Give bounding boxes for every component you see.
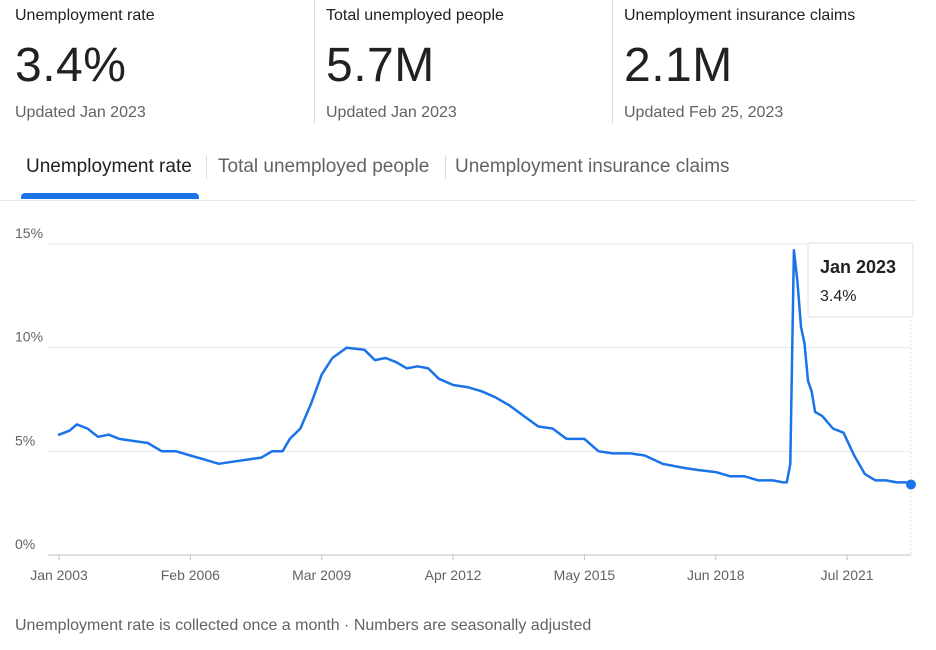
chart-tooltip: Jan 2023 3.4% xyxy=(807,242,914,318)
stat-updated-date: Updated Jan 2023 xyxy=(326,104,457,121)
tooltip-box xyxy=(807,242,914,318)
series-line-unemployment-rate xyxy=(57,248,913,486)
x-tick-label: May 2015 xyxy=(554,567,616,583)
tooltip-date: Jan 2023 xyxy=(820,257,896,277)
tab-divider xyxy=(206,155,207,179)
stat-label: Total unemployed people xyxy=(326,7,504,24)
x-tick-label: Apr 2012 xyxy=(425,567,482,583)
stat-label: Unemployment rate xyxy=(15,7,155,24)
stat-card-insurance-claims[interactable]: Unemployment insurance claims 2.1M Updat… xyxy=(612,0,924,124)
tab-unemployment-insurance-claims[interactable]: Unemployment insurance claims xyxy=(455,156,730,177)
y-tick-label: 10% xyxy=(15,329,43,345)
stat-value: 5.7M xyxy=(326,39,435,92)
tab-divider xyxy=(445,155,446,179)
chart-footnote: Unemployment rate is collected once a mo… xyxy=(15,617,592,634)
stat-card-unemployment-rate[interactable]: Unemployment rate 3.4% Updated Jan 2023 xyxy=(15,0,305,124)
y-tick-label: 0% xyxy=(15,536,35,552)
series-end-point[interactable] xyxy=(906,479,916,490)
tooltip-value: 3.4% xyxy=(820,288,856,305)
x-tick-label: Jul 2021 xyxy=(821,567,874,583)
stats-summary: Unemployment rate 3.4% Updated Jan 2023 … xyxy=(0,0,936,130)
x-tick-label: Jun 2018 xyxy=(687,567,745,583)
chart-area[interactable]: 0% 5% 10% 15% Jan 2003 Feb 2006 Mar 2009 Apr 2… xyxy=(0,225,936,595)
tab-unemployment-rate[interactable]: Unemployment rate xyxy=(26,156,192,177)
x-tick-label: Mar 2009 xyxy=(292,567,351,583)
y-tick-label: 15% xyxy=(15,225,43,241)
chart-tabs: Unemployment rate Total unemployed peopl… xyxy=(0,140,936,202)
stat-card-total-unemployed[interactable]: Total unemployed people 5.7M Updated Jan… xyxy=(314,0,616,124)
unemployment-line-chart[interactable]: 0% 5% 10% 15% Jan 2003 Feb 2006 Mar 2009 Apr 2… xyxy=(0,225,936,595)
stat-value: 3.4% xyxy=(15,39,127,92)
x-axis-ticks: Jan 2003 Feb 2006 Mar 2009 Apr 2012 May 2015… xyxy=(30,555,874,583)
stat-updated-date: Updated Feb 25, 2023 xyxy=(624,104,784,121)
gridlines xyxy=(48,243,911,556)
y-axis-ticks: 0% 5% 10% 15% xyxy=(15,225,43,552)
stat-value: 2.1M xyxy=(624,39,733,92)
active-tab-indicator xyxy=(21,193,199,199)
x-tick-label: Feb 2006 xyxy=(161,567,220,583)
x-tick-label: Jan 2003 xyxy=(30,567,88,583)
stat-updated-date: Updated Jan 2023 xyxy=(15,104,146,121)
stat-label: Unemployment insurance claims xyxy=(624,7,856,24)
tab-total-unemployed-people[interactable]: Total unemployed people xyxy=(218,156,430,177)
tabs-divider xyxy=(0,200,916,201)
y-tick-label: 5% xyxy=(15,432,35,448)
